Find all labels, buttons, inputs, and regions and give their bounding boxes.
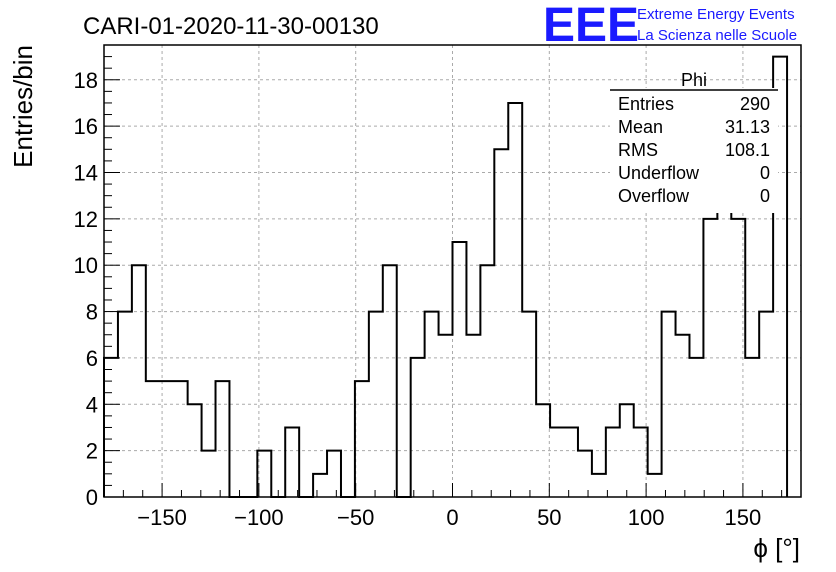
stats-value: 290	[740, 94, 770, 114]
stats-value: 31.13	[725, 117, 770, 137]
histogram-bin	[188, 404, 202, 497]
x-tick-label: 50	[537, 505, 561, 530]
histogram-bin	[620, 404, 634, 497]
histogram-bin	[564, 427, 578, 497]
histogram-bin	[745, 358, 759, 497]
x-tick-label: 100	[628, 505, 665, 530]
y-tick-label: 18	[74, 68, 98, 93]
histogram-bin	[689, 358, 703, 497]
histogram-bin	[662, 312, 676, 497]
histogram-bin	[494, 149, 508, 497]
histogram-bin	[578, 451, 592, 497]
stats-box: Phi Entries 290 Mean 31.13 RMS 108.1 Underflow…	[610, 70, 778, 213]
logo-line-1: Extreme Energy Events	[637, 6, 795, 23]
eee-logo: EEE Extreme Energy Events La Scienza nel…	[543, 0, 797, 52]
histogram-bin	[480, 265, 494, 497]
histogram-bin	[202, 451, 216, 497]
y-axis-title: Entries/bin	[8, 45, 38, 168]
stats-label: Overflow	[618, 186, 690, 206]
histogram-bin	[648, 474, 662, 497]
y-tick-label: 2	[86, 439, 98, 464]
histogram-bin	[759, 312, 773, 497]
y-tick-label: 16	[74, 114, 98, 139]
x-axis-title: ϕ [°]	[753, 533, 800, 563]
histogram-bin	[453, 242, 467, 497]
histogram-outline	[103, 55, 789, 498]
y-tick-label: 10	[74, 253, 98, 278]
y-tick-label: 0	[86, 485, 98, 510]
histogram-bin	[676, 335, 690, 497]
histogram-bin	[592, 474, 606, 497]
stats-box-background	[610, 88, 778, 213]
histogram-bin	[606, 427, 620, 497]
x-tick-label: −50	[337, 505, 374, 530]
histogram-bin	[439, 335, 453, 497]
stats-label: RMS	[618, 140, 658, 160]
stats-label: Mean	[618, 117, 663, 137]
y-tick-label: 6	[86, 346, 98, 371]
histogram-bin	[634, 427, 648, 497]
stats-value: 0	[760, 163, 770, 183]
histogram-bin	[355, 381, 369, 497]
histogram-bin	[216, 381, 230, 497]
stats-label: Underflow	[618, 163, 700, 183]
y-axis-ticks: 0 2 4 6 8 10 12 14 16 18	[74, 56, 120, 510]
stats-name: Phi	[681, 70, 707, 90]
histogram-bin	[508, 103, 522, 497]
x-tick-label: 0	[446, 505, 458, 530]
y-tick-label: 14	[74, 160, 98, 185]
stats-value: 108.1	[725, 140, 770, 160]
logo-mark: EEE	[543, 0, 639, 52]
histogram-bin	[132, 265, 146, 497]
histogram-bin	[466, 335, 480, 497]
y-tick-label: 4	[86, 392, 98, 417]
histogram-bin	[118, 312, 132, 497]
histogram-bin	[522, 312, 536, 497]
histogram-bin	[160, 381, 174, 497]
stats-label: Entries	[618, 94, 674, 114]
y-tick-label: 12	[74, 207, 98, 232]
histogram-bin	[285, 427, 299, 497]
histogram-bars	[103, 55, 789, 498]
histogram-bin	[536, 404, 550, 497]
histogram-bin	[369, 312, 383, 497]
stats-value: 0	[760, 186, 770, 206]
histogram-bin	[383, 265, 397, 497]
x-axis-ticks: −150 −100 −50 0 50 100 150	[103, 483, 802, 530]
histogram-bin	[411, 358, 425, 497]
histogram-bin	[327, 451, 341, 497]
histogram-bin	[174, 381, 188, 497]
logo-line-2: La Scienza nelle Scuole	[637, 27, 797, 44]
histogram-bin	[550, 427, 564, 497]
histogram-bin	[425, 312, 439, 497]
histogram-bin	[731, 219, 745, 497]
x-tick-label: 150	[725, 505, 762, 530]
x-tick-label: −150	[137, 505, 187, 530]
chart-title: CARI-01-2020-11-30-00130	[83, 13, 379, 40]
y-tick-label: 8	[86, 300, 98, 325]
histogram-bin	[146, 381, 160, 497]
x-tick-label: −100	[234, 505, 284, 530]
histogram-bin	[313, 474, 327, 497]
histogram-bin	[703, 219, 717, 497]
histogram-bin	[257, 451, 271, 497]
